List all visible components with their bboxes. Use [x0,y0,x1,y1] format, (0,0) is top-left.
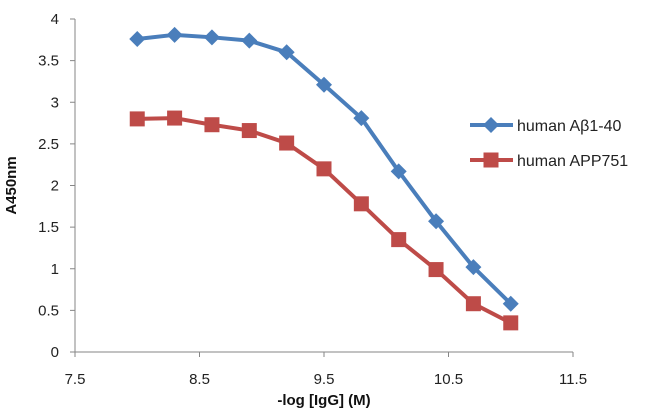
series-2 [129,110,519,331]
data-point [428,213,445,230]
x-tick-label: 10.5 [434,371,463,388]
x-tick-label: 11.5 [559,371,587,388]
data-point [241,123,257,139]
y-tick-label: 1 [51,261,59,278]
chart-series [129,26,519,331]
legend-item: human Aβ1-40 [470,117,621,135]
series-line [137,116,512,325]
y-tick-label: 0.5 [38,302,59,319]
legend-marker [483,117,499,133]
data-point [278,44,295,61]
y-axis-ticks: 0 0.5 1 1.5 2 2.5 3 3.5 4 [38,11,75,361]
data-point [502,295,519,312]
data-point [279,135,295,151]
x-tick-label: 8.5 [189,371,210,388]
data-point [465,259,482,276]
legend-label: human APP751 [517,153,628,170]
y-tick-label: 2 [51,178,59,195]
chart-axes [74,19,573,353]
x-tick-label: 7.5 [65,371,86,388]
legend-marker [483,152,499,168]
data-point [166,26,183,43]
y-tick-label: 4 [51,11,59,28]
x-tick-label: 9.5 [314,371,335,388]
data-point [428,262,444,278]
legend-item: human APP751 [470,152,628,170]
data-point [316,76,332,93]
data-point [503,315,519,331]
data-point [390,163,407,180]
y-tick-label: 2.5 [38,136,59,153]
data-point [353,196,369,212]
y-tick-label: 3.5 [38,53,59,70]
y-tick-label: 1.5 [38,219,59,236]
chart-legend: human Aβ1-40 human APP751 [470,117,628,170]
data-point [353,110,370,127]
data-point [129,111,145,127]
y-axis-label: A450nm [3,156,20,214]
data-point [316,161,332,177]
data-point [167,110,183,126]
data-point [391,232,407,248]
data-point [203,29,220,46]
x-axis-ticks: 7.5 8.5 9.5 10.5 11.5 [65,352,587,388]
legend-label: human Aβ1-40 [517,118,621,135]
data-point [465,296,481,312]
x-axis-label: -log [IgG] (M) [277,392,370,409]
y-tick-label: 0 [51,344,59,361]
y-tick-label: 3 [51,94,59,111]
data-point [129,30,146,47]
data-point [241,32,258,49]
data-point [204,117,220,133]
series-1 [129,26,519,312]
